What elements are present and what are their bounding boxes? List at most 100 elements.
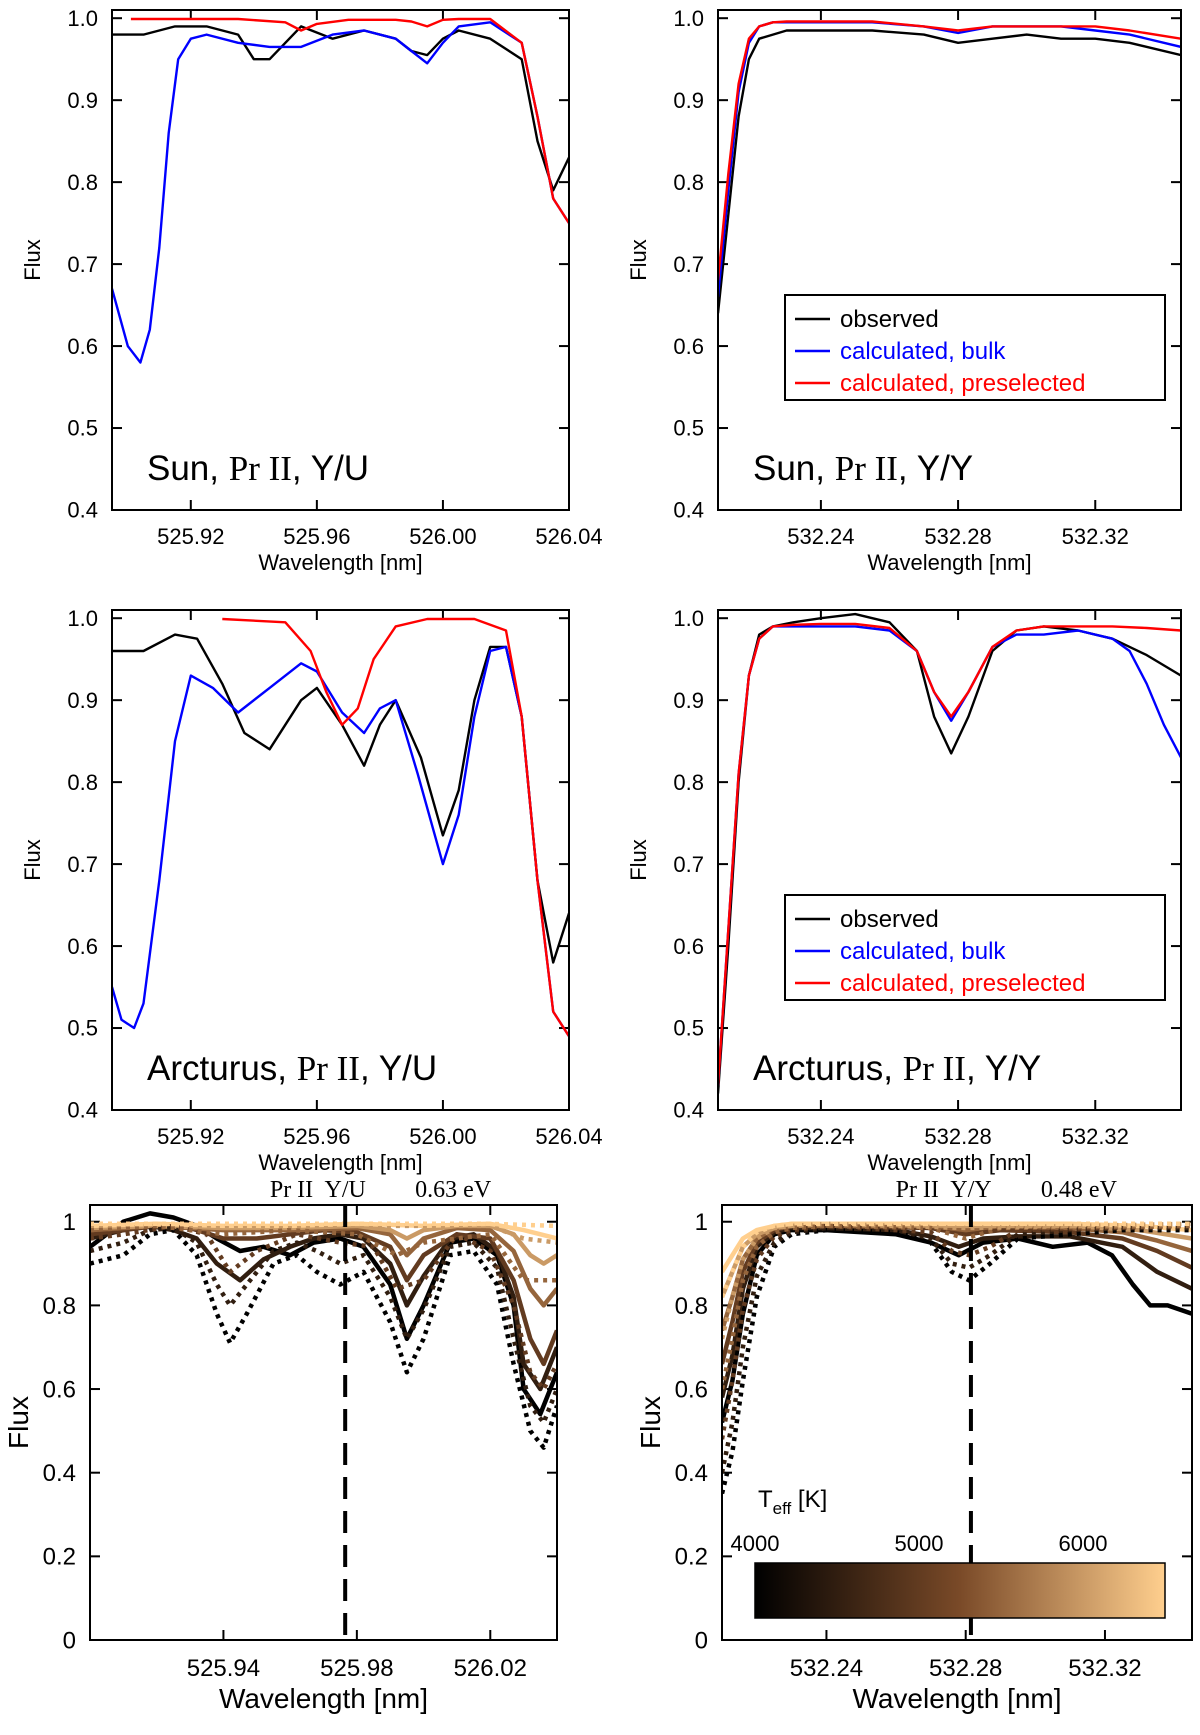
y-axis-label: Flux: [626, 839, 651, 881]
legend-label-preselected: calculated, preselected: [840, 970, 1085, 997]
series-group: [112, 17, 569, 364]
title-ion: Pr II: [229, 449, 292, 488]
panel-title: Sun, Pr II, Y/U: [147, 449, 369, 488]
series-line-calculated-bulk: [718, 21, 1181, 298]
y-tick-label: 0.6: [43, 1376, 76, 1403]
x-axis-label: Wavelength [nm]: [852, 1683, 1061, 1714]
y-tick-label: 1.0: [673, 606, 704, 631]
colorbar-title-subscript: eff: [773, 1499, 792, 1518]
series-line-dotted-6500-k: [90, 1221, 557, 1229]
title-suffix: , Y/U: [292, 449, 369, 488]
series-line-dotted-4500-k: [90, 1225, 557, 1425]
x-tick-label: 525.96: [283, 524, 350, 549]
x-tick-label: 525.92: [157, 524, 224, 549]
header-ratio: Y/Y: [950, 1177, 991, 1203]
plot-frame: [717, 609, 1182, 1111]
y-tick-label: 0.6: [675, 1376, 708, 1403]
y-tick-label: 0.8: [673, 770, 704, 795]
x-axis-label: Wavelength [nm]: [258, 1150, 422, 1175]
series-line-calculated-preselected: [718, 20, 1181, 281]
colorbar-tick-label: 6000: [1059, 1531, 1108, 1556]
x-axis-label: Wavelength [nm]: [219, 1683, 428, 1714]
x-tick-label: 525.92: [157, 1124, 224, 1149]
y-tick-label: 0.7: [67, 252, 98, 277]
colorbar-title-unit: [K]: [791, 1486, 827, 1513]
y-tick-label: 0.8: [675, 1293, 708, 1320]
title-star: Sun,: [753, 449, 835, 488]
series-line-observed: [112, 633, 569, 964]
y-tick-label: 0.9: [67, 88, 98, 113]
y-axis-label: Flux: [626, 239, 651, 281]
y-tick-label: 0.4: [673, 1098, 704, 1123]
title-ion: Pr II: [903, 1049, 966, 1088]
chart-panel-4: 0.4 0.5 0.6 0.7 0.8 0.9 1.0 532.24 532.28 532.32 W…: [626, 606, 1182, 1175]
series-line-calculated-bulk: [112, 21, 569, 364]
series-line-dotted-4500-k: [722, 1225, 1192, 1474]
series-line-calculated-preselected: [718, 622, 1181, 1086]
series-line-observed: [718, 612, 1181, 1094]
series-line-dotted-4000-k: [90, 1227, 557, 1450]
y-tick-label: 0.4: [67, 498, 98, 523]
x-tick-label: 532.32: [1062, 524, 1129, 549]
y-tick-label: 0.8: [43, 1293, 76, 1320]
y-tick-label: 0.7: [67, 852, 98, 877]
chart-panel-2: 0.4 0.5 0.6 0.7 0.8 0.9 1.0 532.24 532.28 532.32 W…: [626, 6, 1182, 575]
title-ion: Pr II: [297, 1049, 360, 1088]
chart-panel-3: 0.4 0.5 0.6 0.7 0.8 0.9 1.0 525.92 525.96 526.00 5…: [20, 606, 603, 1175]
series-line-calculated-preselected: [222, 617, 569, 1037]
x-tick-label: 526.00: [409, 1124, 476, 1149]
y-tick-label: 0.9: [673, 688, 704, 713]
legend-label-bulk: calculated, bulk: [840, 338, 1006, 365]
panel-title: Arcturus, Pr II, Y/Y: [753, 1049, 1041, 1088]
x-axis-label: Wavelength [nm]: [258, 550, 422, 575]
x-tick-label: 526.02: [454, 1655, 527, 1682]
chart-panel-5: 0 0.2 0.4 0.6 0.8 1 525.94 525.98 526.02 Waveleng…: [3, 1177, 558, 1714]
y-tick-label: 0.8: [67, 170, 98, 195]
series-line-observed: [718, 29, 1181, 314]
series-group: [90, 1211, 557, 1450]
colorbar-title: Teff [K]: [758, 1486, 827, 1518]
y-tick-label: 0.6: [67, 934, 98, 959]
y-tick-label: 0.8: [673, 170, 704, 195]
legend: observed calculated, bulk calculated, pres…: [784, 294, 1166, 401]
series-line-solid-6500-k: [90, 1221, 557, 1241]
series-line-observed: [112, 25, 569, 192]
legend-label-observed: observed: [840, 906, 939, 933]
series-line-solid-4000-k: [722, 1227, 1192, 1424]
x-tick-label: 526.04: [535, 1124, 602, 1149]
header-energy: 0.63 eV: [415, 1177, 492, 1203]
y-tick-label: 0.5: [67, 416, 98, 441]
panel-title: Arcturus, Pr II, Y/U: [147, 1049, 437, 1088]
series-line-dotted-6000-k: [722, 1221, 1192, 1340]
y-tick-label: 0.6: [67, 334, 98, 359]
y-tick-label: 0.2: [675, 1544, 708, 1571]
header-ratio: Y/U: [325, 1177, 366, 1203]
y-tick-label: 1: [63, 1209, 76, 1236]
header-ion: Pr II: [270, 1177, 313, 1203]
panel-title: Sun, Pr II, Y/Y: [753, 449, 973, 488]
plot-frame: [721, 1204, 1193, 1641]
x-tick-label: 526.04: [535, 524, 602, 549]
y-tick-label: 0.6: [673, 934, 704, 959]
series-line-dotted-5000-k: [722, 1223, 1192, 1440]
x-tick-label: 532.24: [787, 1124, 854, 1149]
series-line-dotted-5000-k: [90, 1223, 557, 1392]
title-suffix: , Y/Y: [966, 1049, 1041, 1088]
series-group: [718, 612, 1181, 1094]
series-line-calculated-bulk: [112, 645, 569, 1037]
plot-frame: [111, 609, 570, 1111]
x-tick-label: 532.24: [790, 1655, 863, 1682]
x-tick-label: 532.28: [929, 1655, 1002, 1682]
series-line-solid-5500-k: [722, 1223, 1192, 1332]
y-tick-label: 0.4: [675, 1460, 708, 1487]
y-tick-label: 0.9: [673, 88, 704, 113]
legend-label-observed: observed: [840, 306, 939, 333]
series-line-calculated-preselected: [130, 17, 569, 224]
y-tick-label: 0: [695, 1627, 708, 1654]
x-tick-label: 525.96: [283, 1124, 350, 1149]
x-tick-label: 532.32: [1068, 1655, 1141, 1682]
colorbar-tick-label: 5000: [895, 1531, 944, 1556]
x-tick-label: 525.94: [187, 1655, 260, 1682]
title-star: Arcturus,: [147, 1049, 297, 1088]
